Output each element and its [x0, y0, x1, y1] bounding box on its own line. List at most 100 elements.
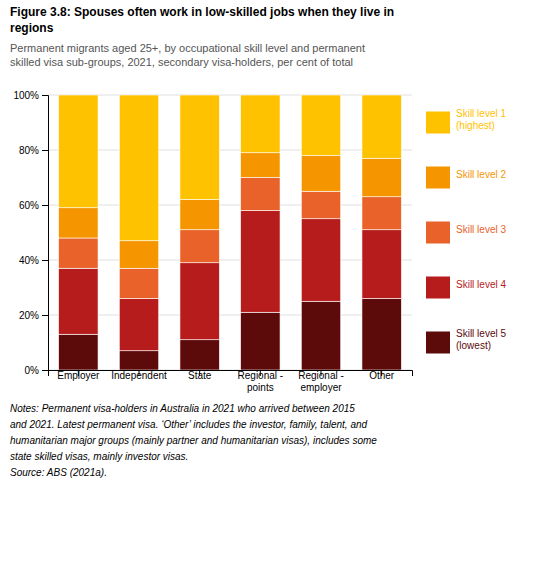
tick-mark [42, 315, 48, 316]
grid-line [48, 150, 412, 151]
bar [180, 263, 219, 340]
bar [241, 312, 280, 370]
text-line: employer [300, 382, 342, 393]
tick-mark [42, 205, 48, 206]
tick: Employer [57, 370, 100, 381]
bar [119, 299, 158, 351]
tick: Regional -employer [298, 370, 344, 393]
bar [119, 351, 158, 370]
bar [362, 95, 401, 158]
text-line: Skill level 2 [456, 169, 506, 180]
tick-label: 80% [19, 145, 39, 156]
bar [241, 178, 280, 211]
text-line: regions [10, 21, 54, 35]
legend: Skill level 1(highest) Skill level 2 Skill… [426, 108, 506, 354]
chart: Figure 3.8: Spouses often work in low-sk… [0, 0, 547, 572]
bar [362, 197, 401, 230]
tick-label: State [188, 370, 212, 381]
tick-label: Regional -points [238, 370, 284, 393]
series [59, 211, 402, 351]
axis-line [42, 96, 49, 371]
text-line: Skill level 5 [456, 328, 506, 339]
bar [241, 153, 280, 178]
bar [241, 95, 280, 153]
legend-label: Skill level 4 [456, 279, 506, 290]
tick: 60% [19, 200, 48, 211]
text-line: points [247, 382, 274, 393]
bars [59, 95, 402, 370]
tick-mark [42, 260, 48, 261]
series [59, 95, 402, 241]
text-line: (lowest) [456, 340, 491, 351]
series [59, 153, 402, 269]
text-line: Independent [111, 370, 167, 381]
bar [180, 230, 219, 263]
legend-swatch [426, 167, 450, 189]
legend-item: Skill level 5(lowest) [426, 328, 506, 354]
subtitle: Permanent migrants aged 25+, by occupati… [10, 42, 365, 68]
tick-label: Other [369, 370, 395, 381]
tick-mark [42, 370, 48, 371]
grid-line [48, 205, 412, 206]
tick: 0% [25, 365, 48, 376]
bar [119, 241, 158, 269]
bar [180, 95, 219, 200]
legend-swatch [426, 112, 450, 134]
notes: Notes: Permanent visa-holders in Austral… [10, 403, 377, 478]
tick: 40% [19, 255, 48, 266]
grid-line [48, 315, 412, 316]
bar [241, 211, 280, 313]
tick: Independent [111, 370, 167, 381]
bar [180, 200, 219, 230]
note: and 2021. Latest permanent visa. ‘Other’… [10, 419, 367, 430]
note: state skilled visas, mainly investor vis… [10, 451, 188, 462]
series [59, 299, 402, 371]
tick-label: 100% [13, 90, 39, 101]
legend-item: Skill level 1(highest) [426, 108, 506, 134]
text-line: Regional - [238, 370, 284, 381]
tick: Regional -points [238, 370, 284, 393]
bar [119, 268, 158, 298]
bar [362, 230, 401, 299]
legend-item: Skill level 2 [426, 167, 506, 189]
bar [301, 301, 340, 370]
tick-mark [42, 95, 48, 96]
text-line: Figure 3.8: Spouses often work in low-sk… [10, 5, 394, 19]
bar [119, 95, 158, 241]
source: Source: ABS (2021a). [10, 467, 107, 478]
legend-label: Skill level 1(highest) [456, 108, 506, 131]
tick-label: 0% [25, 365, 40, 376]
bar [301, 95, 340, 156]
bar [59, 238, 98, 268]
x-axis: EmployerIndependentStateRegional -points… [49, 370, 413, 393]
text-line: Skill level 1 [456, 108, 506, 119]
bar [180, 340, 219, 370]
bar [59, 268, 98, 334]
tick-label: Regional -employer [298, 370, 344, 393]
tick-label: 20% [19, 310, 39, 321]
text-line: Skill level 3 [456, 224, 506, 235]
text-line: Regional - [298, 370, 344, 381]
title: Figure 3.8: Spouses often work in low-sk… [10, 5, 394, 35]
note: humanitarian major groups (mainly partne… [10, 435, 377, 446]
bar [301, 219, 340, 302]
text-line: Other [369, 370, 395, 381]
series [59, 178, 402, 299]
bar [59, 208, 98, 238]
grid [48, 95, 412, 370]
grid-line [48, 260, 412, 261]
bar [59, 334, 98, 370]
legend-swatch [426, 277, 450, 299]
tick: 20% [19, 310, 48, 321]
text-line: skilled visa sub-groups, 2021, secondary… [10, 56, 353, 68]
legend-item: Skill level 3 [426, 222, 506, 244]
legend-item: Skill level 4 [426, 277, 506, 299]
note: Notes: Permanent visa-holders in Austral… [10, 403, 355, 414]
legend-swatch [426, 222, 450, 244]
grid-line [48, 95, 412, 96]
text-line: State [188, 370, 212, 381]
bar [362, 299, 401, 371]
tick: State [188, 370, 212, 381]
axis-line [49, 371, 413, 377]
legend-label: Skill level 2 [456, 169, 506, 180]
